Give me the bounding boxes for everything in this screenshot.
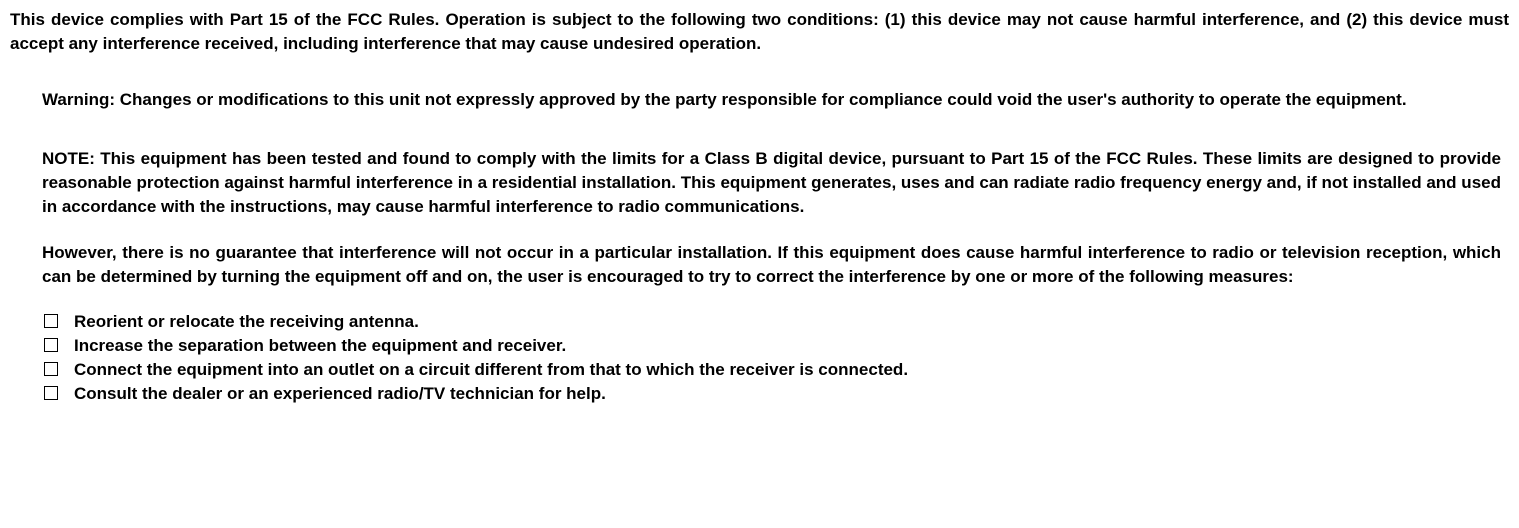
fcc-compliance-text: This device complies with Part 15 of the… xyxy=(10,8,1509,56)
measure-item: Reorient or relocate the receiving anten… xyxy=(44,310,1509,334)
note-text: NOTE: This equipment has been tested and… xyxy=(10,147,1509,218)
measure-item: Increase the separation between the equi… xyxy=(44,334,1509,358)
however-text: However, there is no guarantee that inte… xyxy=(10,241,1509,289)
measure-item: Connect the equipment into an outlet on … xyxy=(44,358,1509,382)
measure-item: Consult the dealer or an experienced rad… xyxy=(44,382,1509,406)
measures-list: Reorient or relocate the receiving anten… xyxy=(10,310,1509,405)
warning-text: Warning: Changes or modifications to thi… xyxy=(10,88,1509,112)
